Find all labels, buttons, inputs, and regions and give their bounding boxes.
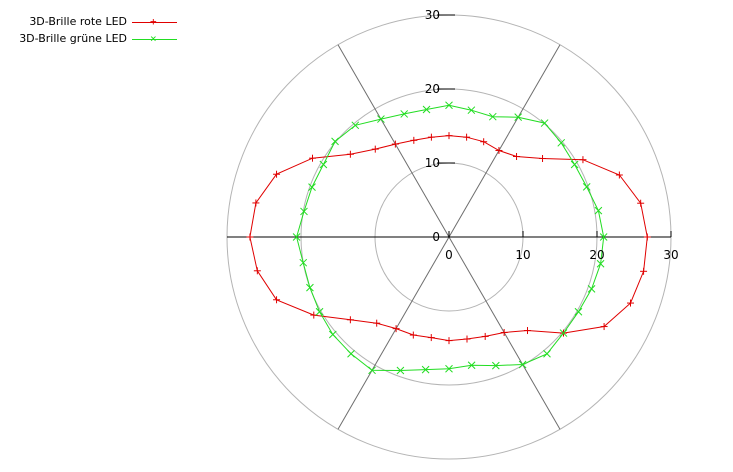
legend-line-red — [132, 22, 177, 23]
y-tick-label-20: 20 — [425, 82, 440, 96]
data-point — [495, 146, 503, 154]
data-point — [491, 361, 500, 370]
data-point — [331, 137, 339, 146]
data-point — [319, 160, 328, 169]
legend-label-red: 3D-Brille rote LED — [29, 15, 127, 28]
data-point — [371, 145, 379, 153]
data-point — [587, 285, 596, 293]
data-point — [481, 332, 489, 340]
data-point — [574, 307, 583, 316]
y-tick-label-0: 0 — [432, 230, 440, 244]
grid-spoke-60 — [448, 44, 561, 238]
data-point — [396, 366, 405, 375]
data-point — [246, 233, 254, 241]
data-point — [615, 171, 623, 179]
data-point — [640, 267, 648, 275]
data-point — [500, 328, 508, 336]
data-point — [599, 233, 608, 241]
data-point — [308, 154, 316, 162]
data-point — [422, 105, 431, 114]
series-line-1 — [296, 104, 605, 372]
data-point — [570, 160, 579, 169]
data-point — [427, 133, 435, 141]
x-tick-label-0: 0 — [445, 248, 453, 262]
data-point — [299, 258, 308, 267]
x-tick-label-20: 20 — [589, 248, 604, 262]
data-point — [373, 319, 381, 327]
grid-spoke-120 — [337, 44, 450, 238]
data-point — [306, 283, 314, 292]
data-point — [488, 112, 497, 121]
x-tick-label-30: 30 — [663, 248, 678, 262]
chart-axes — [227, 14, 672, 238]
legend-marker-x-icon: × — [150, 32, 157, 45]
data-point — [445, 364, 453, 373]
data-point — [252, 199, 260, 207]
data-point — [514, 113, 523, 122]
data-point — [579, 156, 587, 164]
data-point — [409, 331, 417, 339]
data-point — [643, 233, 651, 241]
chart-series — [246, 101, 651, 375]
legend-marker-plus-icon: + — [150, 15, 157, 28]
data-point — [308, 183, 316, 191]
data-point — [391, 140, 399, 148]
data-point — [377, 115, 385, 123]
x-tick-label-10: 10 — [515, 248, 530, 262]
data-point — [445, 337, 453, 345]
data-point — [368, 366, 376, 375]
data-point — [351, 121, 360, 130]
y-tick-label-10: 10 — [425, 156, 440, 170]
grid-spoke-240 — [337, 236, 450, 430]
data-point — [518, 360, 527, 369]
data-point — [557, 138, 566, 147]
data-point — [540, 119, 549, 127]
data-point — [596, 259, 605, 268]
series-0 — [246, 132, 651, 345]
data-point — [539, 155, 547, 163]
data-point — [523, 327, 531, 335]
data-point — [467, 106, 476, 115]
data-point — [300, 207, 308, 216]
data-point — [273, 170, 281, 178]
data-point — [445, 132, 453, 140]
data-point — [427, 334, 435, 342]
data-point — [315, 307, 324, 316]
data-point — [392, 325, 400, 333]
data-point — [594, 206, 603, 215]
data-point — [543, 349, 551, 358]
data-point — [467, 361, 476, 370]
data-point — [637, 199, 645, 207]
data-point — [292, 233, 301, 241]
data-point — [421, 365, 430, 374]
data-point — [410, 136, 418, 144]
data-point — [253, 267, 261, 275]
data-point — [445, 101, 453, 110]
data-point — [346, 150, 354, 158]
data-point — [463, 335, 471, 343]
data-point — [347, 349, 355, 358]
data-point — [400, 110, 409, 118]
data-point — [600, 323, 608, 331]
legend-label-green: 3D-Brille grüne LED — [19, 32, 127, 45]
data-point — [559, 329, 568, 337]
data-point — [463, 133, 471, 141]
data-point — [328, 330, 337, 339]
legend-line-green — [132, 39, 177, 40]
data-point — [480, 138, 488, 146]
data-point — [626, 299, 634, 307]
data-point — [346, 316, 354, 324]
series-1 — [292, 101, 608, 375]
data-point — [582, 183, 591, 191]
tick-labels: 00 10 10 20 20 30 30 — [425, 8, 679, 262]
data-point — [273, 296, 281, 304]
data-point — [513, 153, 521, 161]
y-tick-label-30: 30 — [425, 8, 440, 22]
